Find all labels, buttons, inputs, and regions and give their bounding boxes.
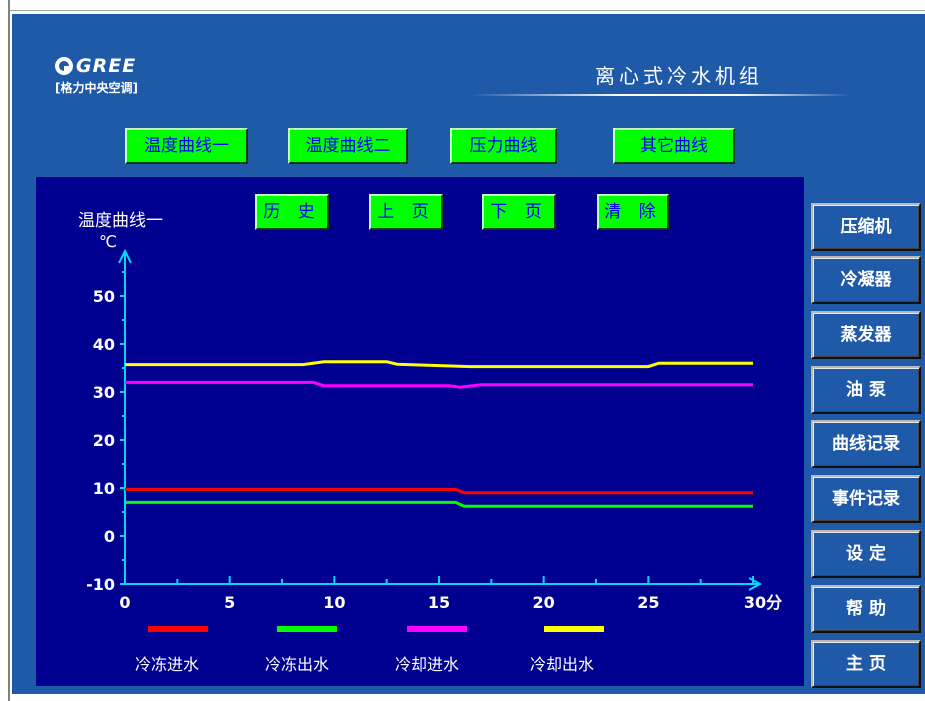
legend-swatch-2 [277, 626, 337, 632]
tab-other-curves[interactable]: 其它曲线 [613, 128, 735, 164]
sidebar-item-event-records[interactable]: 事件记录 [811, 475, 921, 523]
x-tick-label: 10 [323, 593, 345, 612]
chart-panel [36, 177, 804, 686]
y-tick-label: 50 [93, 287, 115, 306]
series-line-4 [125, 360, 753, 369]
brand-subtitle: [格力中央空调] [55, 81, 138, 95]
sidebar-item-condenser[interactable]: 冷凝器 [811, 256, 921, 304]
unit-title: 离心式冷水机组 [595, 64, 763, 88]
legend-swatch-4 [544, 626, 604, 632]
x-tick-label: 25 [637, 593, 659, 612]
tab-temperature-curve-2[interactable]: 温度曲线二 [288, 128, 408, 164]
legend-label-3: 冷却进水 [395, 655, 460, 674]
sidebar-item-curve-records[interactable]: 曲线记录 [811, 420, 921, 468]
sidebar-item-settings[interactable]: 设 定 [811, 530, 921, 578]
left-border [8, 0, 10, 701]
sidebar-item-oil-pump[interactable]: 油 泵 [811, 366, 921, 414]
tab-temperature-curve-1[interactable]: 温度曲线一 [125, 128, 248, 164]
chart-title: 温度曲线一 [78, 211, 163, 231]
y-tick-label: 20 [93, 431, 115, 450]
y-axis-arrow [118, 248, 132, 264]
tab-pressure-curve[interactable]: 压力曲线 [450, 128, 557, 164]
x-tick-label: 0 [119, 593, 130, 612]
sidebar-item-compressor[interactable]: 压缩机 [811, 203, 921, 251]
sidebar-item-home[interactable]: 主 页 [811, 640, 921, 688]
x-tick-label: 5 [224, 593, 235, 612]
next-page-button[interactable]: 下 页 [482, 194, 556, 230]
gree-logo: GREE [格力中央空调] [55, 55, 138, 96]
legend-swatch-3 [407, 626, 467, 632]
legend-swatch-1 [148, 626, 208, 632]
top-border [10, 10, 925, 11]
y-tick-label: 10 [93, 479, 115, 498]
y-tick-label: -10 [86, 575, 115, 594]
x-tick-label: 15 [428, 593, 450, 612]
clear-button[interactable]: 清 除 [597, 194, 669, 230]
sidebar-item-help[interactable]: 帮 助 [811, 585, 921, 633]
gree-logo-icon [55, 57, 73, 75]
legend-label-4: 冷却出水 [530, 655, 595, 674]
y-tick-label: 30 [93, 383, 115, 402]
series-line-2 [125, 500, 753, 508]
legend-label-2: 冷冻出水 [265, 655, 330, 674]
x-tick-label: 30分 [744, 593, 782, 612]
history-button[interactable]: 历 史 [255, 194, 329, 230]
legend-label-1: 冷冻进水 [135, 655, 200, 674]
sidebar-item-evaporator[interactable]: 蒸发器 [811, 311, 921, 359]
series-line-1 [125, 487, 753, 495]
prev-page-button[interactable]: 上 页 [369, 194, 443, 230]
brand-name: GREE [76, 55, 137, 77]
y-tick-label: 40 [93, 335, 115, 354]
x-tick-label: 20 [533, 593, 555, 612]
y-tick-label: 0 [104, 527, 115, 546]
series-line-3 [125, 380, 753, 389]
title-underline [470, 94, 850, 96]
y-axis-unit: ℃ [99, 232, 117, 251]
